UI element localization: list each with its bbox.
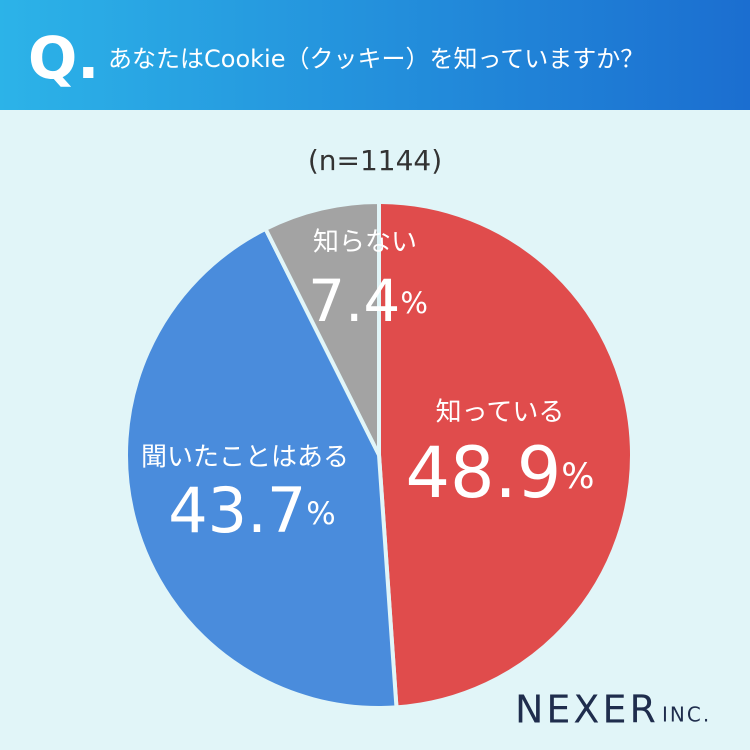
brand-suffix: INC.: [662, 703, 711, 727]
pie: [124, 200, 634, 710]
slice-value: 7.4%: [308, 267, 428, 335]
slice-value: 43.7%: [168, 474, 336, 547]
slice-category: 知っている: [436, 398, 565, 428]
q-mark: Q.: [28, 24, 99, 92]
question: あなたはCookie（クッキー）を知っていますか？: [108, 45, 644, 73]
slice-category: 知らない: [313, 228, 417, 258]
slice-category: 聞いたことはある: [141, 443, 349, 473]
pie-slice: [124, 226, 399, 710]
sample-size: (n=1144): [308, 144, 442, 177]
slice-value: 48.9%: [405, 432, 594, 514]
pie-slice: [377, 200, 634, 710]
pie-slice: [263, 200, 381, 457]
brand-name: NEXER: [515, 688, 659, 732]
header-band: [0, 0, 750, 110]
